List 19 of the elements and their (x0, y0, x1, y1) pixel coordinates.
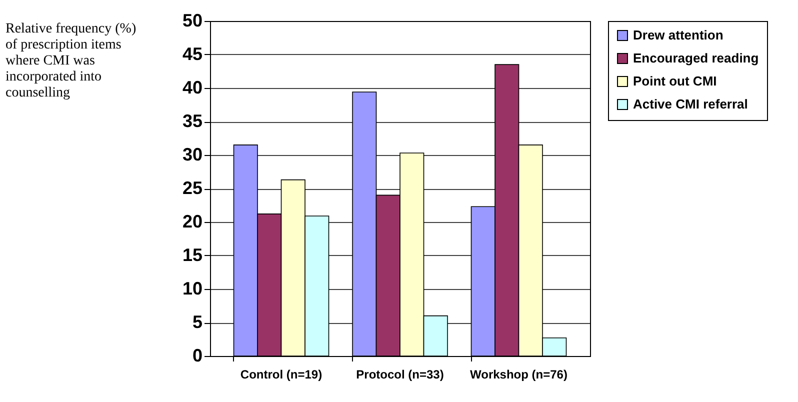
y-tick-label: 35 (182, 111, 202, 131)
legend-label: Encouraged reading (633, 50, 759, 66)
y-tick-label: 40 (182, 78, 202, 98)
legend-label: Drew attention (633, 28, 724, 42)
legend-label: Active CMI referral (633, 96, 748, 112)
y-axis-title: Relative frequency (%) of prescription items where CMI was incorporated into counselling (6, 22, 136, 100)
x-tick-label: Workshop (n=76) (470, 368, 568, 382)
y-tick-label: 0 (192, 346, 202, 366)
x-tick-label: Protocol (n=33) (356, 368, 444, 382)
y-tick-label: 30 (182, 144, 202, 164)
x-tick-label: Control (n=19) (240, 368, 322, 382)
y-tick-label: 5 (192, 312, 202, 332)
y-tick-label: 25 (182, 178, 202, 198)
y-tick-label: 50 (182, 10, 202, 30)
y-tick-label: 15 (182, 245, 202, 265)
y-tick-label: 20 (182, 212, 202, 232)
legend-label: Point out CMI (633, 74, 717, 88)
y-tick-label: 45 (182, 44, 202, 64)
y-tick-label: 10 (182, 278, 202, 298)
